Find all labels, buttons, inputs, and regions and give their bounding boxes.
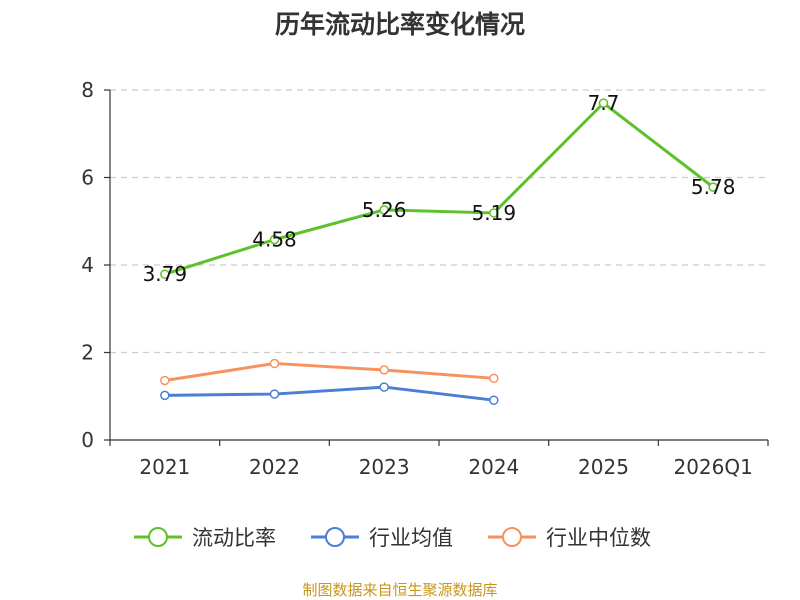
legend-label: 行业均值	[369, 526, 453, 550]
data-labels: 3.79 4.58 5.26 5.19 7.7 5.78	[143, 91, 736, 286]
data-point	[269, 358, 280, 369]
x-tick-label: 2024	[468, 455, 519, 479]
data-label: 5.26	[362, 198, 407, 222]
series-lines	[160, 98, 718, 405]
data-point	[598, 98, 609, 108]
series-line	[164, 361, 494, 382]
axes: 0 2 4 6 8 2021 2022 2023 2024 2025 2026Q1	[81, 78, 769, 479]
x-tick-label: 2023	[359, 455, 410, 479]
x-tick-label: 2025	[578, 455, 629, 479]
legend-swatch-marker	[148, 527, 168, 547]
source-note: 制图数据来自恒生聚源数据库	[302, 581, 497, 599]
data-point	[379, 382, 389, 392]
legend-item[interactable]: 流动比率	[134, 526, 276, 550]
data-point	[160, 375, 170, 386]
legend-swatch-marker	[325, 527, 345, 547]
data-point	[489, 373, 499, 384]
legend-swatch-marker	[502, 527, 522, 547]
x-tick-label: 2022	[249, 455, 300, 479]
grid-lines	[110, 89, 768, 354]
data-point	[489, 208, 499, 218]
legend[interactable]: 流动比率 行业均值 行业中位数	[134, 526, 651, 550]
series-line	[164, 385, 495, 402]
data-point	[160, 390, 170, 401]
data-label: 3.79	[143, 262, 188, 286]
x-tick-label: 2026Q1	[673, 455, 752, 479]
x-tick-label: 2021	[139, 455, 190, 479]
legend-item[interactable]: 行业中位数	[488, 526, 651, 550]
y-tick-label: 2	[81, 341, 94, 365]
data-label: 4.58	[252, 228, 297, 252]
data-point	[269, 389, 280, 399]
data-point	[379, 205, 389, 215]
data-point	[379, 365, 389, 375]
series-line	[164, 101, 715, 276]
data-point	[489, 395, 499, 405]
data-label: 7.7	[588, 91, 620, 115]
legend-label: 行业中位数	[546, 526, 651, 550]
data-point	[708, 182, 718, 192]
data-label: 5.78	[691, 175, 736, 199]
y-tick-label: 0	[81, 428, 94, 452]
legend-item[interactable]: 行业均值	[311, 526, 453, 550]
data-point	[160, 269, 170, 279]
y-tick-label: 6	[81, 166, 94, 190]
data-label: 5.19	[472, 201, 517, 225]
y-tick-label: 4	[81, 253, 94, 277]
data-point	[269, 234, 280, 245]
y-tick-label: 8	[81, 78, 94, 102]
legend-label: 流动比率	[192, 526, 276, 550]
chart-title: 历年流动比率变化情况	[275, 10, 525, 39]
